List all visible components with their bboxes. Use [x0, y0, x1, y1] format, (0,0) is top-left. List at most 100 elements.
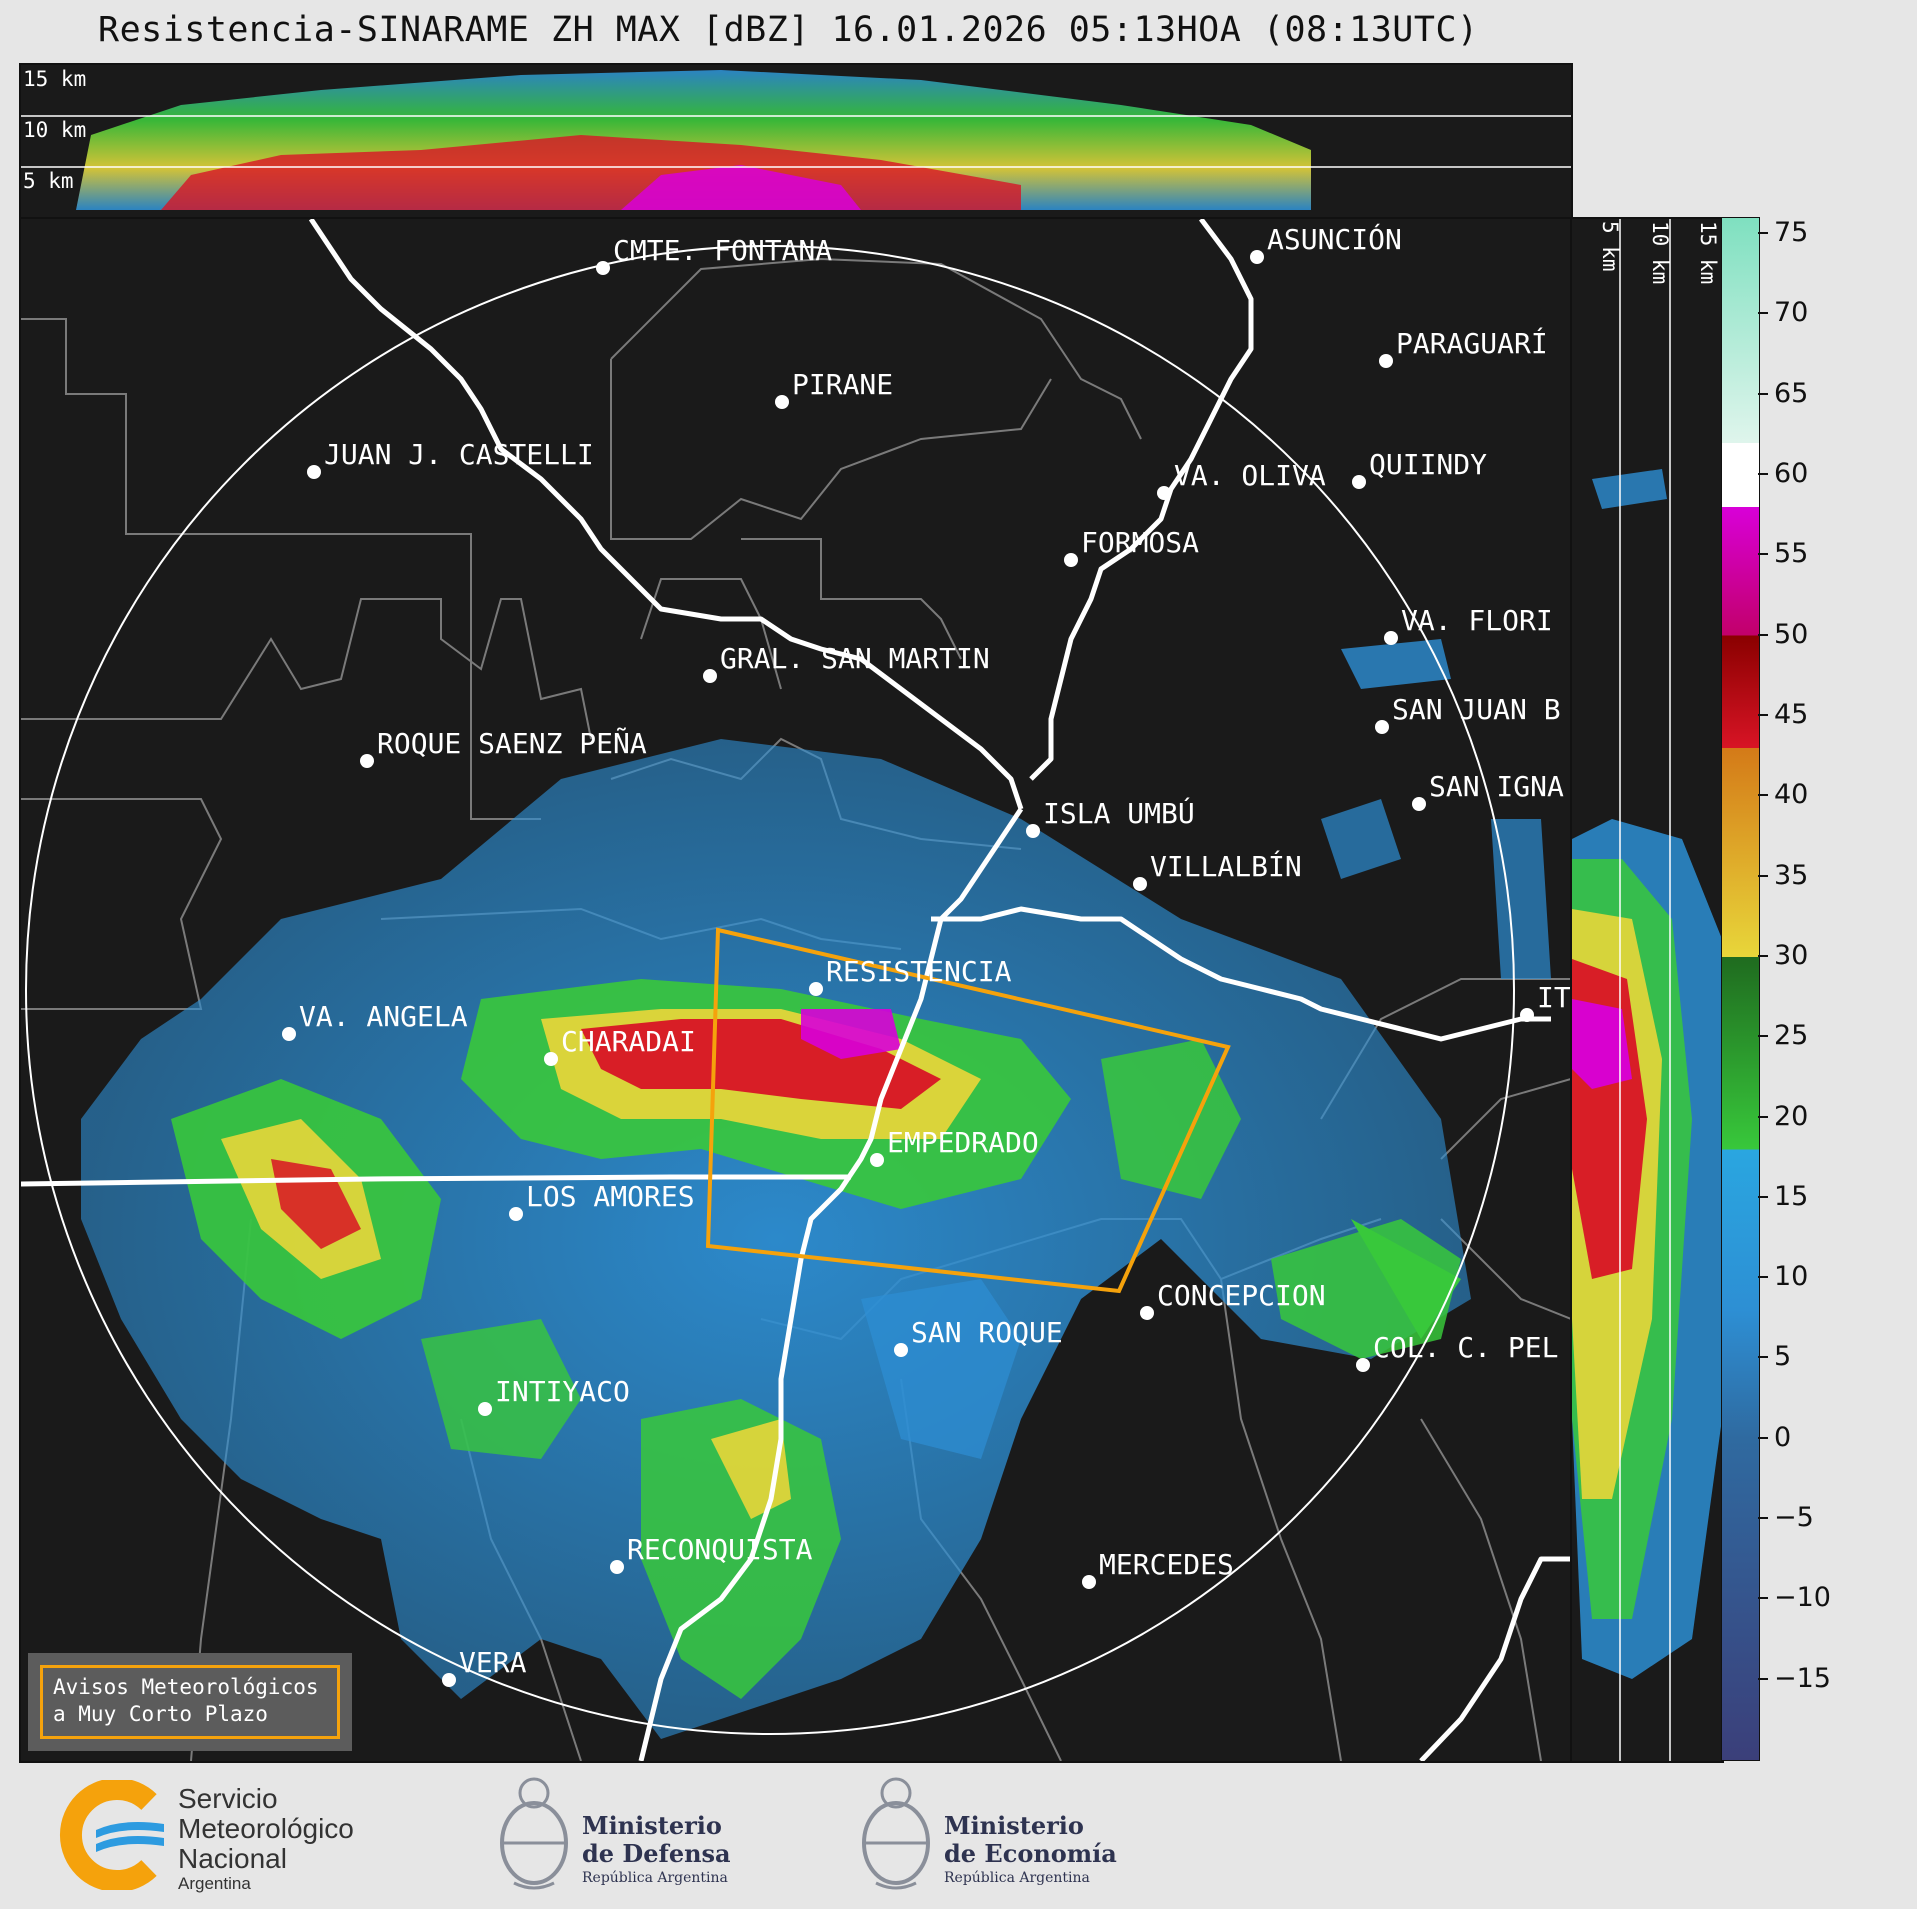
smn-line2: Meteorológico	[178, 1813, 354, 1844]
colorbar-tick-label: 75	[1774, 217, 1809, 249]
city-layer: CMTE. FONTANA ASUNCIÓN PIRANE PARAGUARÍ JUAN…	[21, 219, 1571, 1761]
side-height-profile: 5 km 10 km 15 km	[1570, 217, 1724, 1763]
colorbar-tick-label: 45	[1774, 698, 1809, 730]
height-label-15km: 15 km	[23, 67, 87, 91]
colorbar-tick-label: 30	[1774, 939, 1809, 971]
defensa-seal-icon	[500, 1777, 568, 1890]
city-label-gral-san-martin: GRAL. SAN MARTIN	[720, 642, 990, 675]
city-marker-paraguarí	[1379, 354, 1393, 368]
city-label-isla-umbú: ISLA UMBÚ	[1043, 797, 1195, 830]
city-marker-gral-san-martin	[703, 669, 717, 683]
city-label-mercedes: MERCEDES	[1099, 1548, 1234, 1581]
city-marker-cmte-fontana	[596, 261, 610, 275]
city-label-villalbín: VILLALBÍN	[1150, 850, 1302, 883]
smn-line3: Nacional	[178, 1843, 287, 1874]
city-label-reconquista: RECONQUISTA	[627, 1533, 813, 1566]
city-marker-villalbín	[1133, 877, 1147, 891]
colorbar-ticks: 75 70 65 60 55 50 45 40 35 30 25 20 15 10 5 0 −5 −10 −15	[1758, 217, 1878, 1759]
colorbar-tick-label: 60	[1774, 458, 1809, 489]
city-label-vera: VERA	[459, 1646, 527, 1679]
city-label-cmte-fontana: CMTE. FONTANA	[613, 234, 833, 267]
top-height-profile: 15 km 10 km 5 km	[19, 63, 1573, 219]
smn-line4: Argentina	[178, 1874, 251, 1893]
economia-seal-icon	[862, 1777, 930, 1890]
city-marker-concepcion	[1140, 1306, 1154, 1320]
city-marker-va-flori	[1384, 631, 1398, 645]
city-label-charadai: CHARADAI	[561, 1025, 696, 1058]
city-marker-empedrado	[870, 1153, 884, 1167]
chart-title: Resistencia-SINARAME ZH MAX [dBZ] 16.01.…	[98, 10, 1479, 50]
warning-polygon	[705, 927, 1231, 1294]
city-marker-va-angela	[282, 1027, 296, 1041]
warning-legend-line1: Avisos Meteorológicos	[53, 1675, 319, 1699]
city-marker-it	[1520, 1008, 1534, 1022]
city-marker-quiindy	[1352, 475, 1366, 489]
city-label-quiindy: QUIINDY	[1369, 448, 1488, 481]
city-label-roque-saenz-peña: ROQUE SAENZ PEÑA	[377, 727, 647, 760]
city-label-los-amores: LOS AMORES	[526, 1180, 695, 1213]
city-label-va-angela: VA. ANGELA	[299, 1000, 468, 1033]
economia-line1: Ministerio	[944, 1811, 1084, 1840]
colorbar-tick-label: 70	[1774, 297, 1809, 329]
city-label-paraguarí: PARAGUARÍ	[1396, 327, 1548, 360]
city-marker-san-roque	[894, 1343, 908, 1357]
city-label-intiyaco: INTIYACO	[495, 1375, 630, 1408]
city-label-pirane: PIRANE	[792, 368, 894, 401]
city-marker-juan-j-castelli	[307, 465, 321, 479]
city-marker-roque-saenz-peña	[360, 754, 374, 768]
city-label-empedrado: EMPEDRADO	[887, 1126, 1039, 1159]
colorbar-tick-label: 50	[1774, 618, 1809, 650]
city-marker-formosa	[1064, 553, 1078, 567]
city-marker-san-juan-b	[1375, 720, 1389, 734]
colorbar	[1721, 217, 1760, 1761]
city-marker-san-igna	[1412, 797, 1426, 811]
city-label-col-c-pel: COL. C. PEL	[1373, 1331, 1559, 1364]
city-label-san-igna: SAN IGNA	[1429, 770, 1564, 803]
footer-logos: Servicio Meteorológico Nacional Argentin…	[0, 1760, 1917, 1909]
city-label-san-juan-b: SAN JUAN B	[1392, 693, 1561, 726]
city-label-resistencia: RESISTENCIA	[826, 955, 1012, 988]
city-marker-va-oliva	[1157, 486, 1171, 500]
city-marker-col-c-pel	[1356, 1358, 1370, 1372]
range-ring	[25, 245, 1515, 1735]
radar-echoes	[81, 639, 1551, 1739]
city-marker-isla-umbú	[1026, 824, 1040, 838]
city-label-san-roque: SAN ROQUE	[911, 1316, 1063, 1349]
height-label-10km: 10 km	[23, 118, 87, 142]
rivers	[21, 219, 1571, 1761]
city-marker-mercedes	[1082, 1575, 1096, 1589]
side-height-label-10km: 10 km	[1648, 221, 1672, 285]
economia-logo-text: Ministerio de Economía República Argenti…	[944, 1812, 1117, 1888]
colorbar-tick-label: 55	[1774, 538, 1809, 570]
smn-line1: Servicio	[178, 1783, 278, 1814]
colorbar-tick-label: 20	[1774, 1100, 1809, 1132]
smn-logo-icon	[60, 1780, 164, 1890]
colorbar-tick-label: 5	[1774, 1341, 1792, 1373]
colorbar-tick-label: 0	[1774, 1421, 1792, 1453]
side-echo-top	[1592, 469, 1667, 509]
city-label-concepcion: CONCEPCION	[1157, 1279, 1326, 1312]
city-label-va-oliva: VA. OLIVA	[1174, 459, 1326, 492]
city-marker-intiyaco	[478, 1402, 492, 1416]
smn-logo-text: Servicio Meteorológico Nacional Argentin…	[178, 1784, 354, 1894]
city-marker-vera	[442, 1673, 456, 1687]
colorbar-tick-label: −10	[1774, 1582, 1831, 1614]
warning-legend: Avisos Meteorológicos a Muy Corto Plazo	[28, 1653, 352, 1751]
warning-legend-line2: a Muy Corto Plazo	[53, 1702, 268, 1726]
economia-line3: República Argentina	[944, 1870, 1090, 1886]
city-marker-los-amores	[509, 1207, 523, 1221]
warning-legend-box: Avisos Meteorológicos a Muy Corto Plazo	[40, 1665, 340, 1739]
defensa-line2: de Defensa	[582, 1839, 731, 1868]
top-echo-peak	[621, 165, 861, 210]
side-height-label-5km: 5 km	[1598, 221, 1622, 272]
defensa-line1: Ministerio	[582, 1811, 722, 1840]
colorbar-tick-label: −15	[1774, 1662, 1831, 1694]
defensa-logo-text: Ministerio de Defensa República Argentin…	[582, 1812, 731, 1888]
city-label-asunción: ASUNCIÓN	[1267, 223, 1402, 256]
side-height-label-15km: 15 km	[1696, 221, 1720, 285]
city-marker-resistencia	[809, 982, 823, 996]
city-label-formosa: FORMOSA	[1081, 526, 1200, 559]
city-label-juan-j-castelli: JUAN J. CASTELLI	[324, 438, 594, 471]
colorbar-tick-label: 15	[1774, 1180, 1809, 1212]
city-marker-reconquista	[610, 1560, 624, 1574]
